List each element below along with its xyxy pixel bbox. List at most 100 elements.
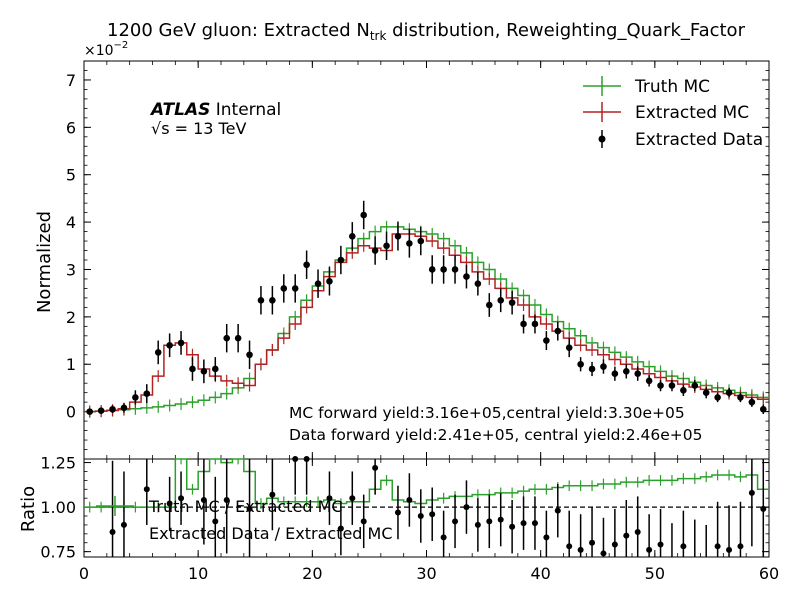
y-exponent-label: ×10−2	[84, 40, 128, 59]
chart-title: 1200 GeV gluon: Extracted Ntrk distribut…	[107, 20, 746, 43]
ratio-data-point	[372, 464, 379, 471]
data-point	[383, 242, 390, 250]
ratio-tick-label: 1.25	[40, 454, 76, 473]
ratio-data-point	[623, 532, 630, 539]
ratio-data-point	[531, 520, 538, 527]
data-point	[211, 365, 219, 373]
y-tick-label: 7	[66, 71, 76, 90]
data-point	[611, 370, 619, 378]
data-point	[97, 407, 105, 414]
data-point	[440, 266, 447, 273]
data-point	[691, 382, 699, 389]
legend: Truth MC Extracted MC Extracted Data	[583, 76, 763, 150]
data-point	[86, 408, 94, 415]
ratio-data-point	[360, 518, 367, 525]
data-point	[337, 256, 345, 264]
ratio-data-point	[520, 520, 527, 527]
x-tick-label: 30	[416, 564, 436, 583]
data-point	[463, 273, 470, 280]
data-point	[634, 370, 642, 378]
main-y-axis: 0 1 2 3 4 5 6 7	[66, 70, 769, 460]
data-point	[406, 240, 413, 247]
ratio-data-point	[394, 509, 401, 516]
ratio-data-point	[577, 546, 584, 553]
data-point	[143, 390, 151, 397]
data-point	[577, 360, 584, 368]
data-point	[417, 237, 425, 245]
ratio-data-point	[589, 539, 596, 546]
data-point	[680, 386, 687, 394]
data-point	[326, 278, 333, 285]
data-point	[600, 363, 607, 370]
data-point	[371, 247, 379, 254]
ratio-legend-truth-label: Truth MC / Extracted MC	[148, 497, 343, 516]
ratio-data-point	[337, 525, 344, 532]
data-point	[291, 285, 299, 292]
ratio-data-point	[246, 505, 253, 512]
annotation-mc-yield: MC forward yield:3.16e+05,central yield:…	[289, 404, 685, 422]
ratio-data-point	[748, 489, 755, 496]
ratio-data-point	[600, 550, 607, 557]
ratio-data-point	[223, 496, 230, 503]
data-point	[200, 368, 208, 375]
x-tick-label: 60	[759, 564, 779, 583]
data-point	[257, 296, 265, 304]
x-tick-label: 10	[188, 564, 208, 583]
data-point	[451, 266, 459, 273]
atlas-label: ATLAS Internal	[149, 100, 281, 120]
data-point	[702, 389, 710, 396]
ratio-data-point	[611, 541, 618, 548]
ratio-data-point	[566, 543, 573, 550]
ratio-data-point	[463, 504, 470, 511]
data-point	[428, 266, 436, 273]
x-tick-label: 40	[530, 564, 550, 583]
legend-entry-truth-mc: Truth MC	[583, 76, 710, 97]
data-point	[109, 405, 116, 413]
ratio-data-point	[554, 507, 561, 514]
data-point	[657, 382, 664, 389]
data-point	[543, 337, 550, 344]
data-point	[177, 339, 185, 347]
data-point	[154, 349, 162, 356]
ratio-tick-label: 1.00	[40, 498, 76, 517]
data-point	[246, 351, 253, 359]
ratio-data-point	[406, 496, 413, 503]
data-point	[314, 280, 322, 287]
ratio-data-point	[440, 534, 447, 541]
ratio-data-point	[452, 518, 459, 525]
y-tick-label: 0	[66, 403, 76, 422]
ratio-data-point	[143, 486, 150, 493]
y-tick-label: 3	[66, 260, 76, 279]
x-tick-label: 0	[79, 564, 89, 583]
ratio-data-point	[292, 456, 299, 462]
data-point	[759, 405, 767, 413]
ratio-data-point	[429, 511, 436, 518]
ratio-data-point	[760, 505, 767, 512]
data-point	[748, 398, 756, 406]
ratio-data-point	[166, 500, 173, 507]
series-layer	[84, 200, 769, 557]
x-axis: 0 10 20 30 40 50 60	[79, 61, 779, 583]
data-point	[725, 389, 733, 396]
legend-entry-extracted-mc: Extracted MC	[583, 102, 749, 123]
data-point	[622, 368, 630, 375]
data-point	[166, 341, 173, 349]
data-point	[531, 320, 539, 328]
data-point	[394, 233, 402, 240]
data-point	[588, 365, 596, 373]
legend-entry-extracted-data: Extracted Data	[598, 130, 763, 150]
truth-mc-line	[84, 226, 769, 413]
data-point	[474, 280, 482, 287]
x-tick-label: 50	[645, 564, 665, 583]
y-tick-label: 1	[66, 355, 76, 374]
ratio-data-point	[212, 518, 219, 525]
ratio-data-point	[657, 541, 664, 548]
ratio-data-point	[726, 546, 733, 553]
y-tick-label: 4	[66, 213, 76, 232]
x-tick-label: 20	[302, 564, 322, 583]
ratio-data-point	[474, 521, 481, 528]
data-point	[508, 299, 516, 306]
ratio-data-point	[714, 543, 721, 550]
data-point	[132, 394, 139, 401]
data-point	[737, 394, 744, 401]
